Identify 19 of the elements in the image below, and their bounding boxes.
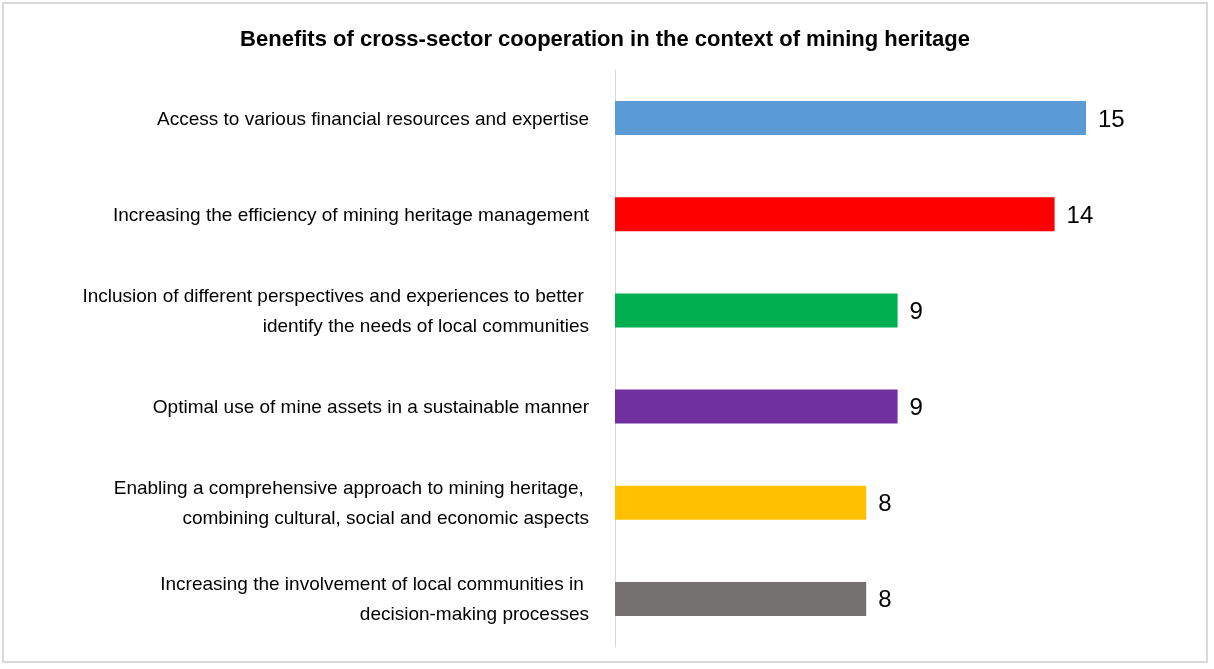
y-tick-label: Increasing the involvement of local communities in decision-making processes — [160, 573, 589, 625]
y-tick-label: Enabling a comprehensive approach to mining heritage, combining cultural, social and economic aspects — [113, 477, 589, 529]
data-label: 9 — [909, 296, 923, 324]
bar — [615, 389, 898, 424]
bar — [615, 101, 1086, 136]
chart-title: Benefits of cross-sector cooperation in the context of mining heritage — [240, 25, 970, 51]
y-tick-label: Access to various financial resources and expertise — [157, 107, 589, 129]
bar — [615, 581, 867, 616]
y-tick-label: Increasing the efficiency of mining heritage management — [113, 203, 590, 225]
data-label: 14 — [1066, 200, 1094, 228]
y-tick-label: Inclusion of different perspectives and experiences to better identify the needs of local communities — [82, 284, 589, 336]
bar — [615, 293, 898, 328]
y-tick-label: Optimal use of mine assets in a sustainable manner — [152, 396, 590, 418]
bar — [615, 197, 1055, 232]
data-label: 8 — [878, 585, 892, 613]
data-label: 15 — [1098, 104, 1125, 132]
bar — [615, 485, 867, 520]
data-label: 9 — [909, 393, 923, 421]
data-label: 8 — [878, 489, 892, 517]
